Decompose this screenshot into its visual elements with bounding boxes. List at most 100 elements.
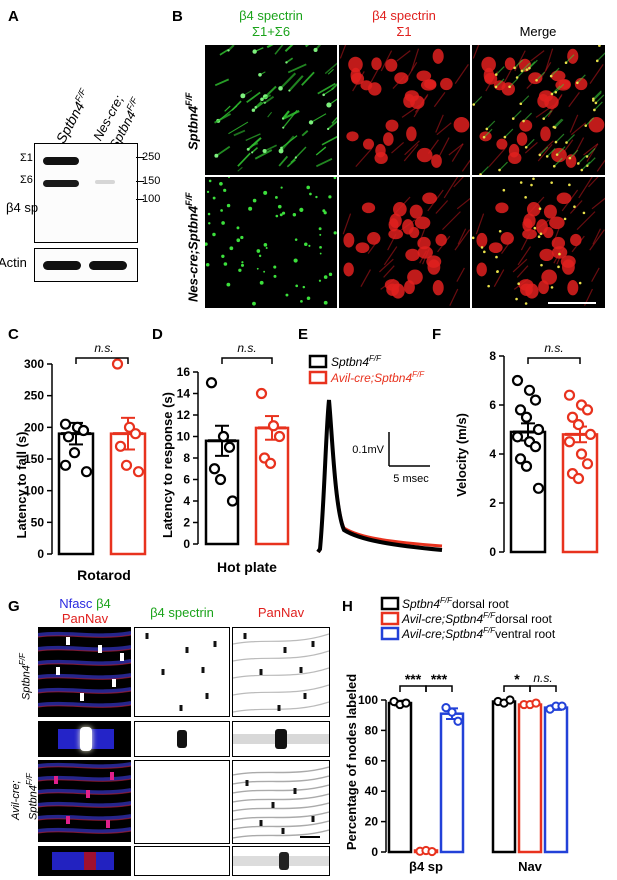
puncta (248, 206, 253, 211)
node (281, 828, 285, 834)
cell-body (360, 80, 373, 91)
bar (543, 706, 569, 854)
axon-segment (288, 75, 304, 92)
puncta (580, 168, 584, 172)
axon-segment (251, 142, 259, 147)
puncta (240, 93, 246, 99)
puncta (281, 117, 285, 120)
sig-bracket (529, 685, 557, 692)
data-point (129, 428, 142, 440)
chart-d: Latency to response (s) 0 2 4 6 8 10 12 14 16 n.… (160, 341, 290, 575)
g-merged-cko-zoom (38, 846, 131, 876)
axon-segment (274, 45, 284, 55)
cell-body (528, 72, 543, 85)
node (293, 788, 297, 794)
puncta (308, 120, 314, 125)
process (411, 48, 420, 71)
puncta (480, 246, 484, 249)
axon-segment (251, 147, 259, 153)
cell-body (371, 57, 382, 71)
bar (387, 701, 413, 854)
axon-segment (317, 82, 336, 95)
row-label-sptbn4: Sptbn4F/F (184, 92, 201, 150)
y-tick-label: 300 (24, 357, 44, 371)
y-tick-label: 0 (489, 545, 496, 559)
node (56, 667, 60, 675)
puncta (277, 204, 282, 209)
node (277, 705, 281, 711)
puncta (256, 249, 261, 253)
micrograph-red-cko (339, 177, 470, 308)
chart-c: Latency to fall (s) 0 50 100 150 200 250 300 n… (14, 341, 147, 583)
cell-body (385, 119, 399, 132)
process (442, 211, 461, 231)
sig-label: *** (405, 671, 422, 687)
puncta (292, 213, 297, 217)
axon-segment (486, 120, 496, 130)
axon-segment (281, 110, 300, 121)
puncta (308, 244, 311, 247)
data-point (223, 441, 236, 453)
y-tick-label: 0 (183, 537, 190, 551)
puncta (252, 49, 257, 54)
process (588, 177, 599, 188)
puncta (306, 185, 310, 190)
data-point (120, 459, 133, 471)
axon-segment (237, 166, 243, 172)
puncta (256, 267, 259, 270)
cell-body (427, 259, 441, 275)
puncta (285, 293, 289, 297)
axon-segment (551, 85, 561, 95)
process (380, 50, 393, 72)
process (576, 211, 596, 231)
axon-segment (245, 133, 261, 142)
cell-body (431, 154, 442, 168)
puncta (223, 188, 227, 192)
cell-body (409, 226, 420, 239)
sig-bracket (425, 685, 453, 692)
puncta (595, 59, 599, 63)
puncta (537, 235, 541, 239)
puncta (208, 179, 212, 183)
axon-segment (576, 74, 586, 84)
g-b4-ctrl-zoom (134, 721, 230, 757)
axon-segment (581, 161, 591, 171)
data-point (59, 418, 72, 430)
node (299, 667, 303, 673)
cell-body (540, 126, 551, 142)
puncta (323, 300, 328, 305)
band-sigma6 (43, 180, 79, 187)
col-title-red: β4 spectrin Σ1 (372, 8, 436, 39)
process (512, 258, 528, 273)
node (54, 776, 58, 784)
process (436, 122, 452, 136)
cell-body (488, 242, 503, 254)
axon-segment (224, 105, 231, 112)
data-point (111, 358, 124, 370)
data-point (214, 473, 227, 486)
puncta (565, 141, 568, 144)
node (311, 641, 315, 647)
cell-body (435, 233, 447, 247)
chart-d-sig: n.s. (237, 341, 256, 355)
data-point (427, 846, 437, 857)
data-point (401, 698, 411, 708)
puncta (263, 270, 266, 273)
cell-body (561, 259, 575, 275)
node (201, 667, 205, 673)
fiber (38, 634, 131, 638)
g-title-b4: β4 spectrin (150, 605, 214, 620)
puncta (280, 186, 283, 189)
axon-segment (321, 135, 337, 146)
puncta (555, 153, 559, 156)
process (493, 269, 505, 287)
data-point (520, 411, 533, 423)
g-b4-cko (134, 760, 230, 844)
cell-body (361, 202, 376, 214)
puncta (304, 242, 308, 247)
puncta (205, 262, 210, 267)
node (120, 653, 124, 661)
puncta (273, 265, 277, 269)
panel-label-g: G (8, 598, 20, 615)
puncta (288, 89, 291, 92)
